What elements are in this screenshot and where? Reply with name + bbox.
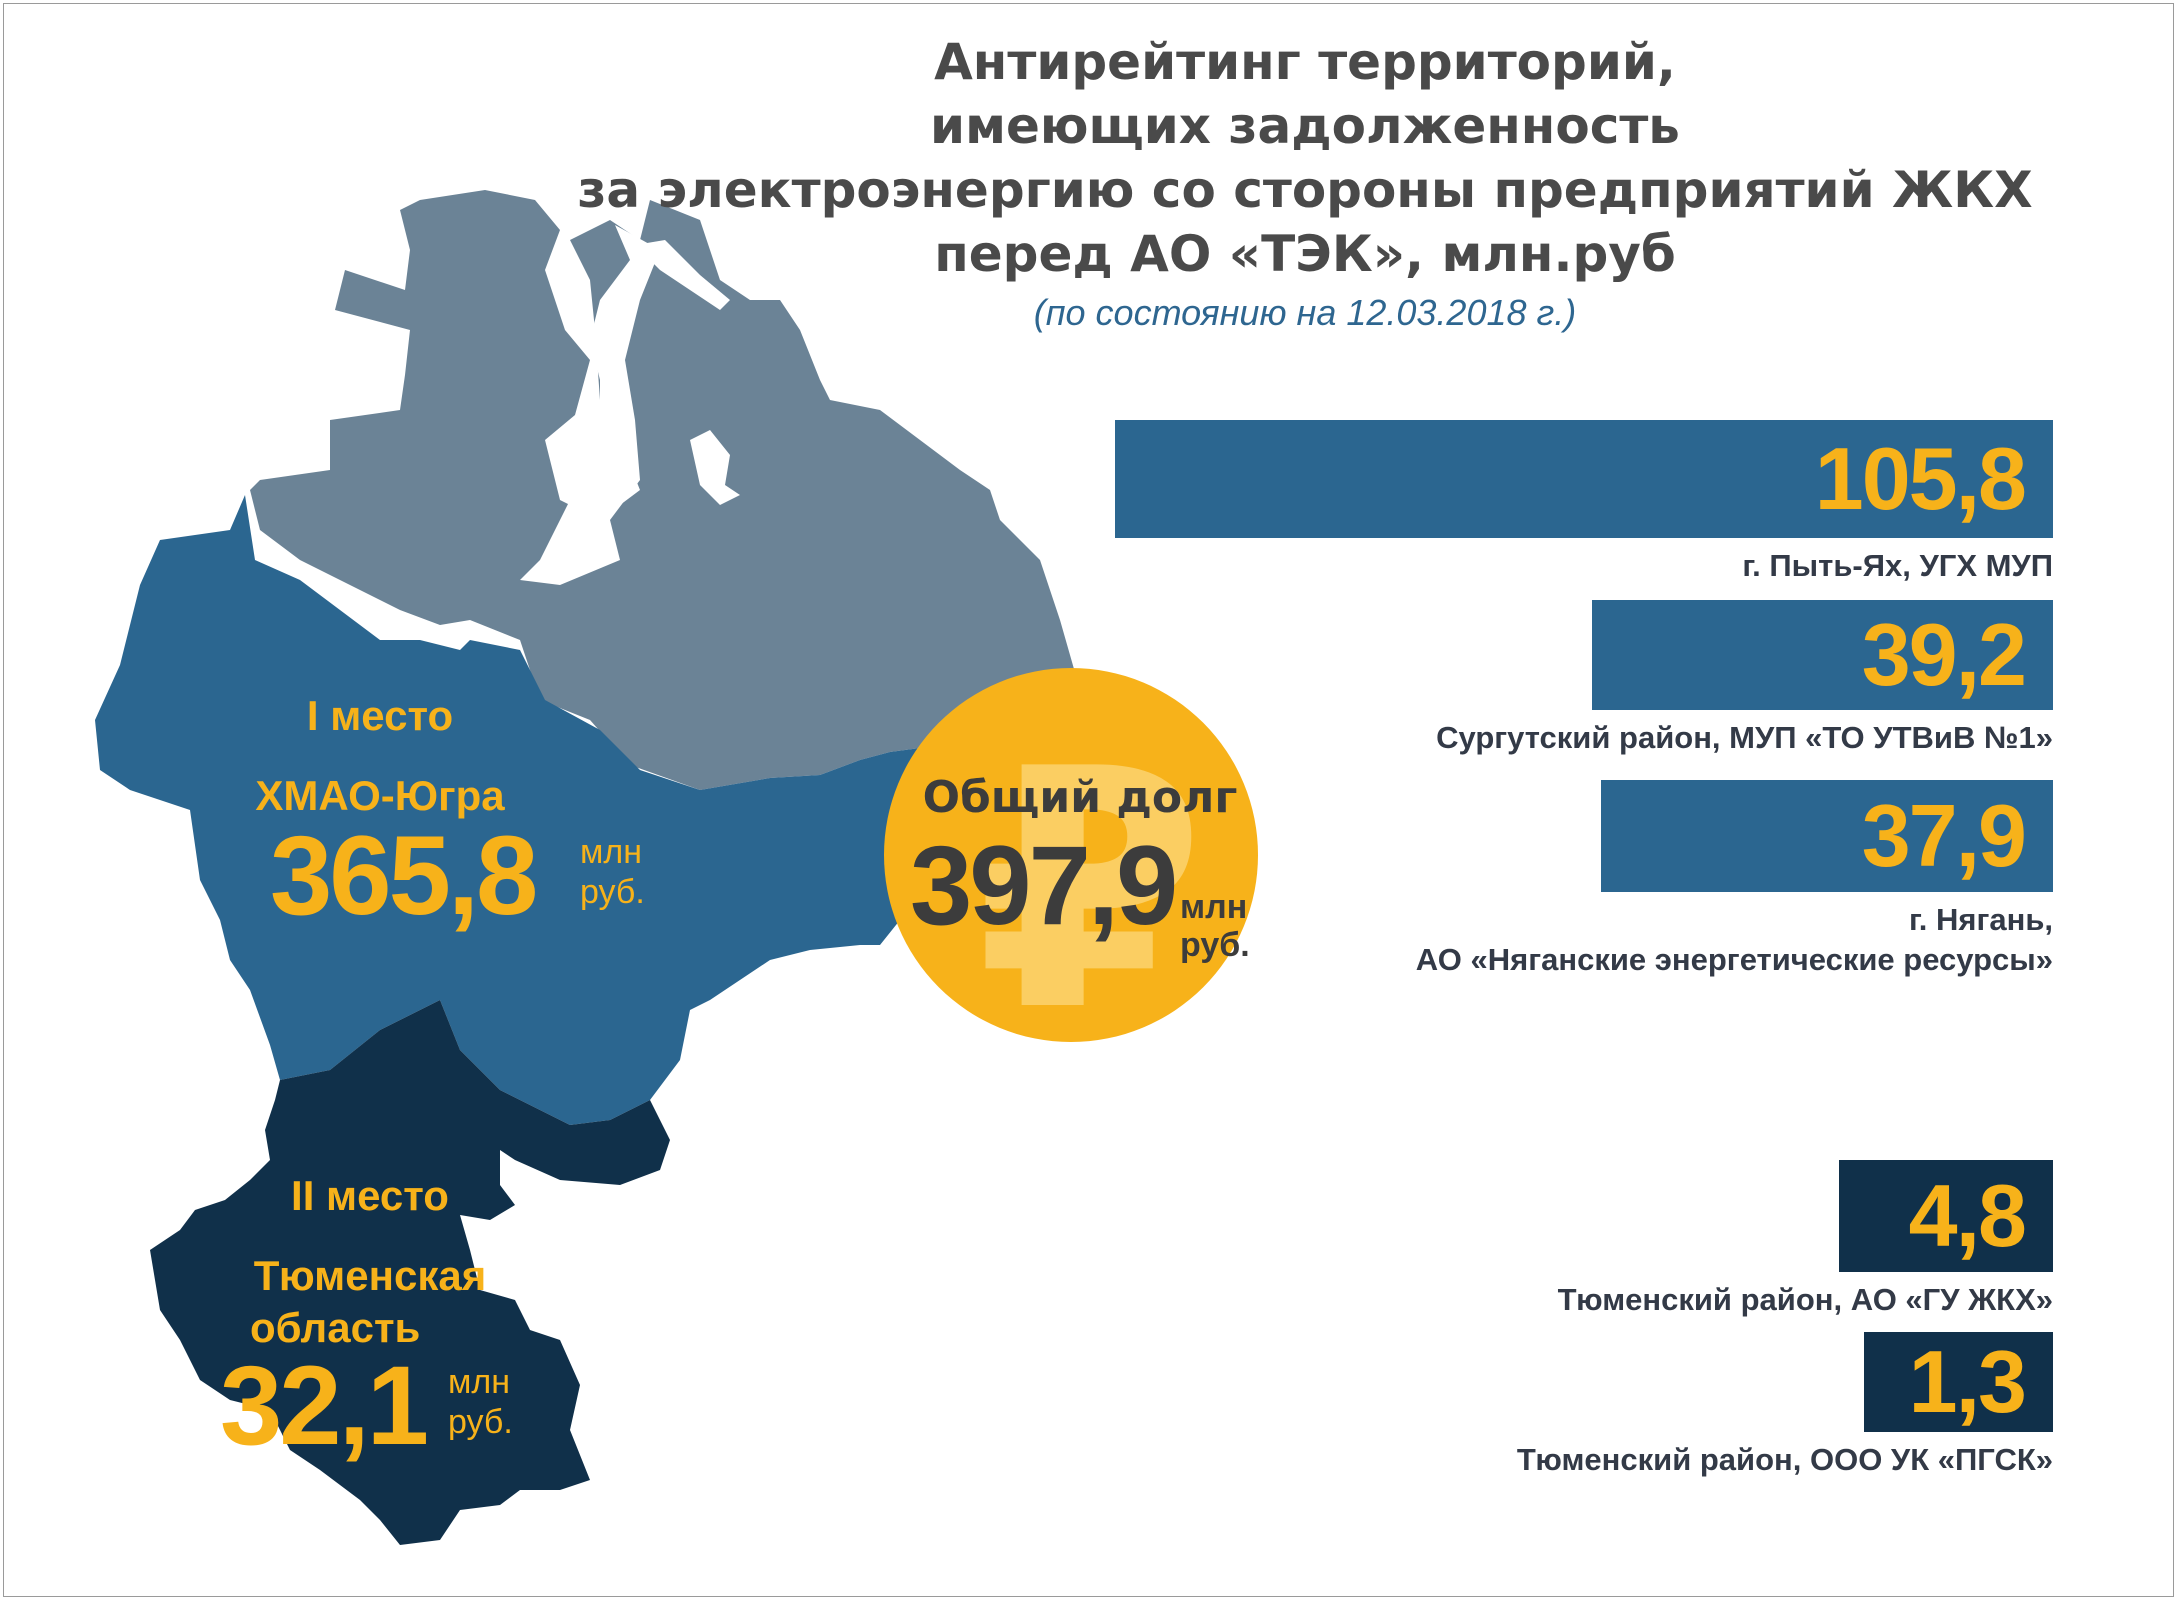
bar-category-line: Тюменский район, АО «ГУ ЖКХ»	[1557, 1282, 2053, 1317]
title-line-1: Антирейтинг территорий,	[934, 33, 1676, 91]
place-label: I место	[306, 692, 454, 739]
bar-category-line: Сургутский район, МУП «ТО УТВиВ №1»	[1436, 720, 2053, 755]
region-value-tyumen: 32,1	[220, 1350, 520, 1462]
bar-3: 37,9	[1601, 780, 2053, 892]
unit-top: млн	[448, 1363, 510, 1401]
bar-category-label: г. Пыть-Ях, УГХ МУП	[1742, 546, 2053, 586]
bar-category-line: г. Пыть-Ях, УГХ МУП	[1742, 548, 2053, 583]
border-frame	[3, 3, 2174, 1597]
total-debt-unit: млн руб.	[1180, 888, 1250, 964]
bar-value-label: 105,8	[1814, 429, 2027, 528]
title-line-2: имеющих задолженность	[930, 97, 1680, 155]
bar-category-label: Сургутский район, МУП «ТО УТВиВ №1»	[1436, 718, 2053, 758]
bar-category-line: г. Нягань,	[1908, 902, 2053, 937]
total-debt-label: Общий долг	[922, 772, 1238, 823]
bar-category-label: г. Нягань, АО «Няганские энергетические р…	[1416, 900, 2053, 980]
region-unit-tyumen: млн руб.	[448, 1362, 513, 1442]
bar-category-label: Тюменский район, АО «ГУ ЖКХ»	[1558, 1280, 2053, 1320]
bar-1: 105,8	[1115, 420, 2053, 538]
total-debt-text: Общий долг 397,9 млн руб.	[880, 770, 1280, 964]
chart-title: Антирейтинг территорий, имеющих задолжен…	[480, 30, 2130, 338]
unit-top: млн	[1180, 888, 1248, 926]
region-value: 365,8	[270, 813, 538, 938]
bar-category-line: Тюменский район, ООО УК «ПГСК»	[1516, 1442, 2053, 1477]
unit-top: млн	[580, 833, 642, 871]
region-value: 32,1	[220, 1343, 429, 1468]
title-line-4: перед АО «ТЭК», млн.руб	[934, 225, 1676, 283]
bar-value-label: 37,9	[1861, 786, 2027, 885]
map-region-khmao	[95, 495, 920, 1125]
map-region-tyumen	[150, 1000, 670, 1545]
title-line-3: за электроэнергию со стороны предприятий…	[577, 161, 2033, 219]
bar-value-label: 4,8	[1908, 1166, 2027, 1265]
region-value-khmao: 365,8	[270, 820, 570, 932]
chart-subtitle: (по состоянию на 12.03.2018 г.)	[1033, 292, 1577, 333]
bar-category-line: АО «Няганские энергетические ресурсы»	[1415, 942, 2053, 977]
map-river-ob-bay	[520, 225, 660, 585]
region-name-line1: Тюменская	[253, 1252, 487, 1299]
total-debt-coin	[884, 668, 1258, 1042]
map-river-inland	[690, 430, 740, 505]
unit-bottom: руб.	[1180, 926, 1250, 964]
unit-bottom: руб.	[448, 1403, 513, 1441]
total-debt-value: 397,9	[910, 823, 1178, 948]
ruble-icon: ₽	[975, 699, 1205, 1083]
bar-5: 1,3	[1863, 1332, 2053, 1432]
unit-bottom: руб.	[580, 873, 645, 911]
region-unit-khmao: млн руб.	[580, 832, 645, 912]
map-region-yamal	[250, 190, 1080, 790]
bar-4: 4,8	[1838, 1160, 2053, 1272]
region-name-line2: область	[250, 1304, 421, 1351]
region-label-khmao: I место ХМАО-Югра	[230, 690, 530, 822]
bar-value-label: 1,3	[1908, 1332, 2027, 1431]
region-name: ХМАО-Югра	[255, 772, 505, 819]
place-label: II место	[291, 1172, 449, 1219]
bar-value-label: 39,2	[1861, 605, 2027, 704]
map-river-taz-bay	[635, 240, 730, 310]
bar-category-label: Тюменский район, ООО УК «ПГСК»	[1517, 1440, 2053, 1480]
region-label-tyumen: II место Тюменская область	[220, 1170, 520, 1354]
bar-2: 39,2	[1592, 600, 2053, 710]
